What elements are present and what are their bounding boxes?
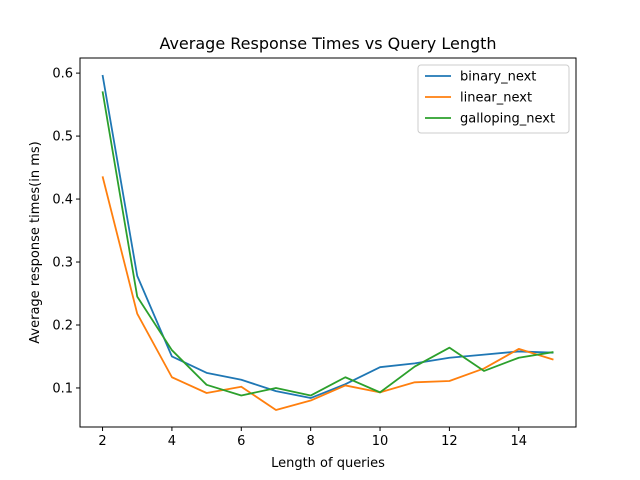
legend: binary_next linear_next galloping_next xyxy=(417,64,570,134)
legend-label-binary_next: binary_next xyxy=(460,70,536,85)
x-tick-label: 2 xyxy=(98,434,106,449)
axis-ticks: 2 4 6 8 10 12 14 0.1 0.2 0.3 0.4 0.5 0.6 xyxy=(52,67,527,449)
y-tick-label: 0.6 xyxy=(52,67,73,82)
y-tick-label: 0.1 xyxy=(52,381,73,396)
axes-frame xyxy=(79,57,577,428)
series-line-galloping_next xyxy=(101,91,554,397)
x-tick-label: 4 xyxy=(168,434,176,449)
legend-box xyxy=(417,64,570,134)
x-tick-label: 8 xyxy=(307,434,315,449)
chart-title: Average Response Times vs Query Length xyxy=(159,34,496,53)
series-line-linear_next xyxy=(101,176,554,411)
plot-area xyxy=(101,74,554,411)
x-tick-label: 14 xyxy=(510,434,527,449)
y-tick-label: 0.3 xyxy=(52,256,73,271)
x-tick-label: 10 xyxy=(372,434,389,449)
series-line-binary_next xyxy=(101,74,554,399)
legend-label-galloping_next: galloping_next xyxy=(460,112,555,127)
y-tick-label: 0.5 xyxy=(52,130,73,145)
legend-label-linear_next: linear_next xyxy=(460,91,532,106)
x-axis-label: Length of queries xyxy=(271,456,385,471)
y-tick-label: 0.2 xyxy=(52,318,73,333)
x-tick-label: 6 xyxy=(237,434,245,449)
y-axis-label: Average response times(in ms) xyxy=(28,141,43,343)
y-tick-label: 0.4 xyxy=(52,193,73,208)
x-tick-label: 12 xyxy=(441,434,458,449)
